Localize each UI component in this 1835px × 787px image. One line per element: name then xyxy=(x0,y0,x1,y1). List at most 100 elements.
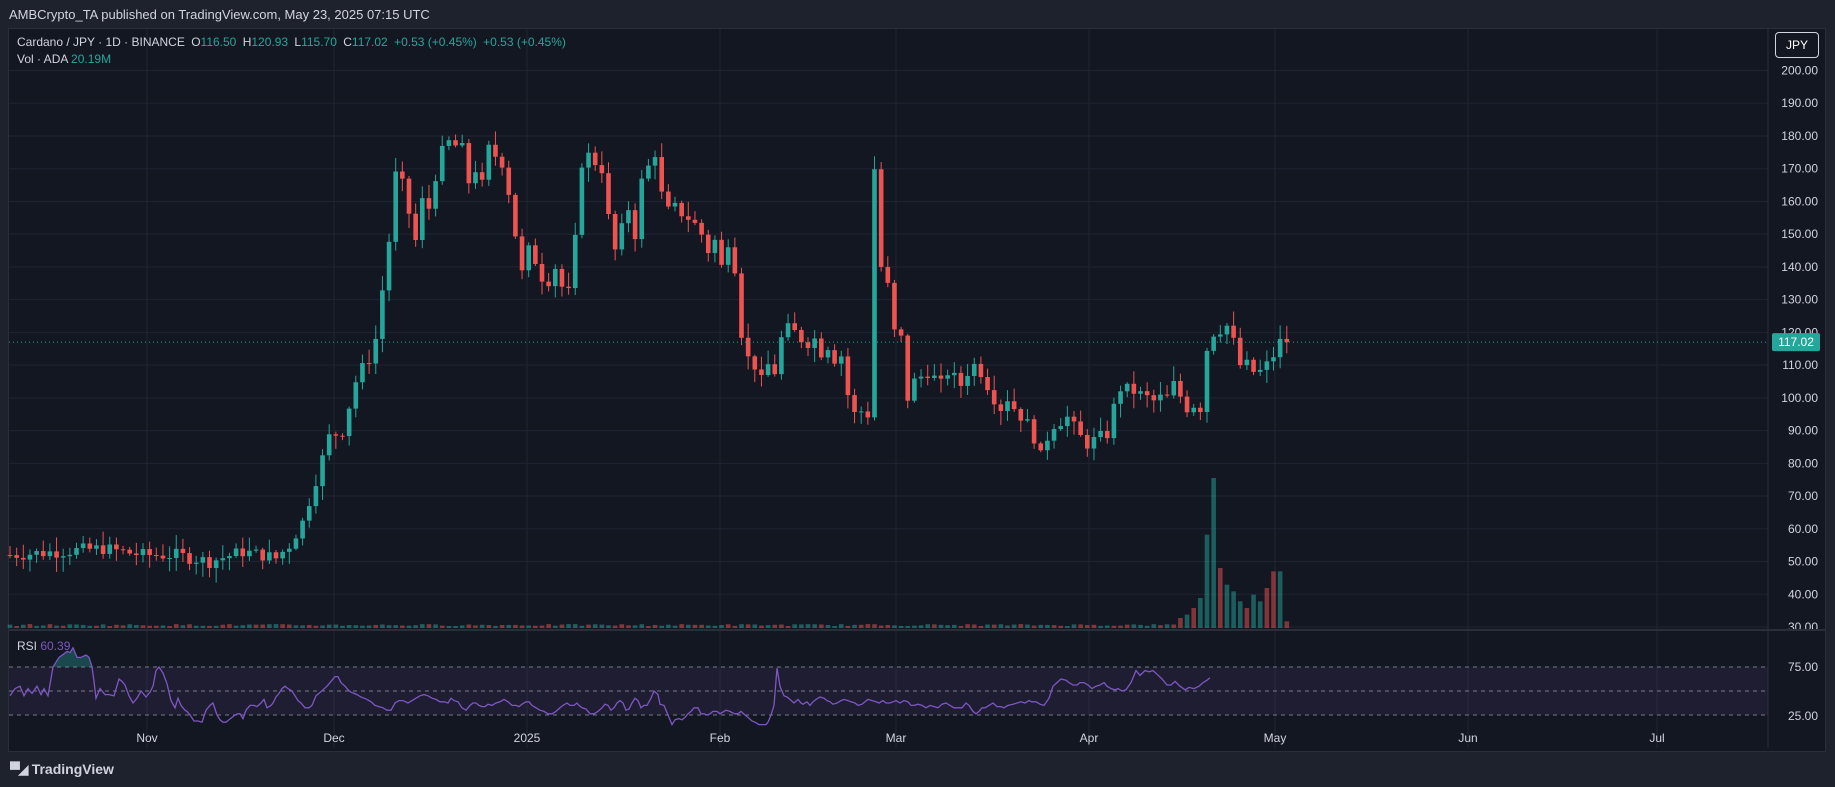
candle-body xyxy=(686,216,691,220)
volume-bar xyxy=(1078,624,1083,628)
volume-bar xyxy=(1198,598,1203,628)
candle-body xyxy=(1071,416,1077,422)
volume-bar xyxy=(679,624,684,628)
candle-body xyxy=(280,551,285,559)
volume-bar xyxy=(1138,624,1143,628)
volume-bar xyxy=(173,624,179,628)
candle-body xyxy=(114,544,119,550)
candle-body xyxy=(446,140,452,146)
candle-body xyxy=(659,157,664,192)
volume-bar xyxy=(1218,568,1223,628)
volume-bar xyxy=(1038,624,1044,628)
volume-bar xyxy=(898,625,904,628)
candle-body xyxy=(1204,350,1210,413)
volume-bar xyxy=(473,625,478,628)
candle-body xyxy=(912,378,917,401)
volume-bar xyxy=(134,624,139,628)
volume-bar xyxy=(732,625,738,628)
chart-frame[interactable] xyxy=(8,28,1826,752)
candle-body xyxy=(719,239,724,265)
candle-body xyxy=(905,335,911,401)
volume-bar xyxy=(154,625,159,628)
volume-bar xyxy=(506,624,512,628)
candle-body xyxy=(579,167,585,235)
volume-bar xyxy=(692,624,698,628)
volume-bar xyxy=(353,625,359,628)
volume-bar xyxy=(1271,571,1276,628)
candle-body xyxy=(300,520,305,539)
candle-body xyxy=(533,245,538,264)
candle-body xyxy=(858,411,864,413)
tradingview-logo[interactable]: ▀◢ TradingView xyxy=(10,761,114,778)
volume-bar xyxy=(320,625,325,628)
price-axis-label: 180.00 xyxy=(1781,129,1818,143)
volume-bar xyxy=(918,625,924,628)
volume-bar xyxy=(300,625,305,628)
candle-body xyxy=(180,548,186,554)
candle-body xyxy=(679,202,684,217)
volume-bar xyxy=(1025,624,1030,628)
candle-body xyxy=(652,157,658,166)
candle-body xyxy=(486,144,492,180)
volume-bar xyxy=(659,625,664,628)
volume-bar xyxy=(1171,624,1177,628)
candle-body xyxy=(745,337,751,357)
volume-bar xyxy=(1124,624,1130,628)
volume-bar xyxy=(466,624,472,628)
candle-body xyxy=(21,557,26,560)
symbol-title[interactable]: Cardano / JPY · 1D · BINANCE xyxy=(17,35,185,49)
candle-body xyxy=(932,375,937,378)
rsi-axis-label: 25.00 xyxy=(1788,709,1818,723)
volume-bar xyxy=(80,624,86,628)
last-price-label: 117.02 xyxy=(1778,335,1814,349)
candle-body xyxy=(1144,391,1150,396)
candle-body xyxy=(772,364,778,375)
candle-body xyxy=(925,376,930,378)
price-axis-label: 200.00 xyxy=(1781,64,1818,78)
price-axis-label: 160.00 xyxy=(1781,194,1818,208)
volume-bar xyxy=(852,624,857,628)
volume-label[interactable]: Vol · ADA xyxy=(17,52,68,66)
volume-bar xyxy=(233,625,239,628)
volume-bar xyxy=(971,624,977,628)
candle-body xyxy=(819,338,824,358)
candle-body xyxy=(100,545,106,554)
top-bar: AMBCrypto_TA published on TradingView.co… xyxy=(0,0,1835,28)
candle-body xyxy=(160,555,166,559)
volume-bar xyxy=(952,624,957,628)
time-axis-label: May xyxy=(1264,731,1287,745)
rsi-legend: RSI 60.39 xyxy=(17,639,70,653)
candle-body xyxy=(1224,325,1230,335)
candle-body xyxy=(832,350,837,364)
currency-button[interactable]: JPY xyxy=(1775,32,1819,58)
volume-bar xyxy=(94,625,99,628)
candle-body xyxy=(233,548,239,557)
candle-body xyxy=(626,210,631,224)
candle-body xyxy=(553,268,558,287)
candle-body xyxy=(87,543,93,549)
candle-body xyxy=(240,548,246,557)
candle-body xyxy=(154,555,159,557)
volume-bar xyxy=(765,625,771,628)
candle-body xyxy=(539,263,545,282)
candle-body xyxy=(326,434,332,456)
volume-bar xyxy=(14,625,19,628)
candle-body xyxy=(353,382,359,409)
volume-bar xyxy=(453,625,458,628)
volume-bar xyxy=(1164,624,1170,628)
volume-bar xyxy=(253,624,259,628)
volume-bar xyxy=(107,625,113,628)
rsi-label[interactable]: RSI xyxy=(17,639,38,653)
volume-bar xyxy=(1058,625,1063,628)
volume-bar xyxy=(792,624,797,628)
candle-body xyxy=(1078,421,1083,435)
volume-bar xyxy=(725,624,731,628)
candle-body xyxy=(247,550,252,557)
tradingview-logo-icon: ▀◢ xyxy=(10,761,29,777)
candle-body xyxy=(366,363,372,365)
volume-bar xyxy=(526,625,531,628)
volume-bar xyxy=(699,624,704,628)
time-axis-label: Mar xyxy=(886,731,907,745)
candle-body xyxy=(1244,359,1250,366)
